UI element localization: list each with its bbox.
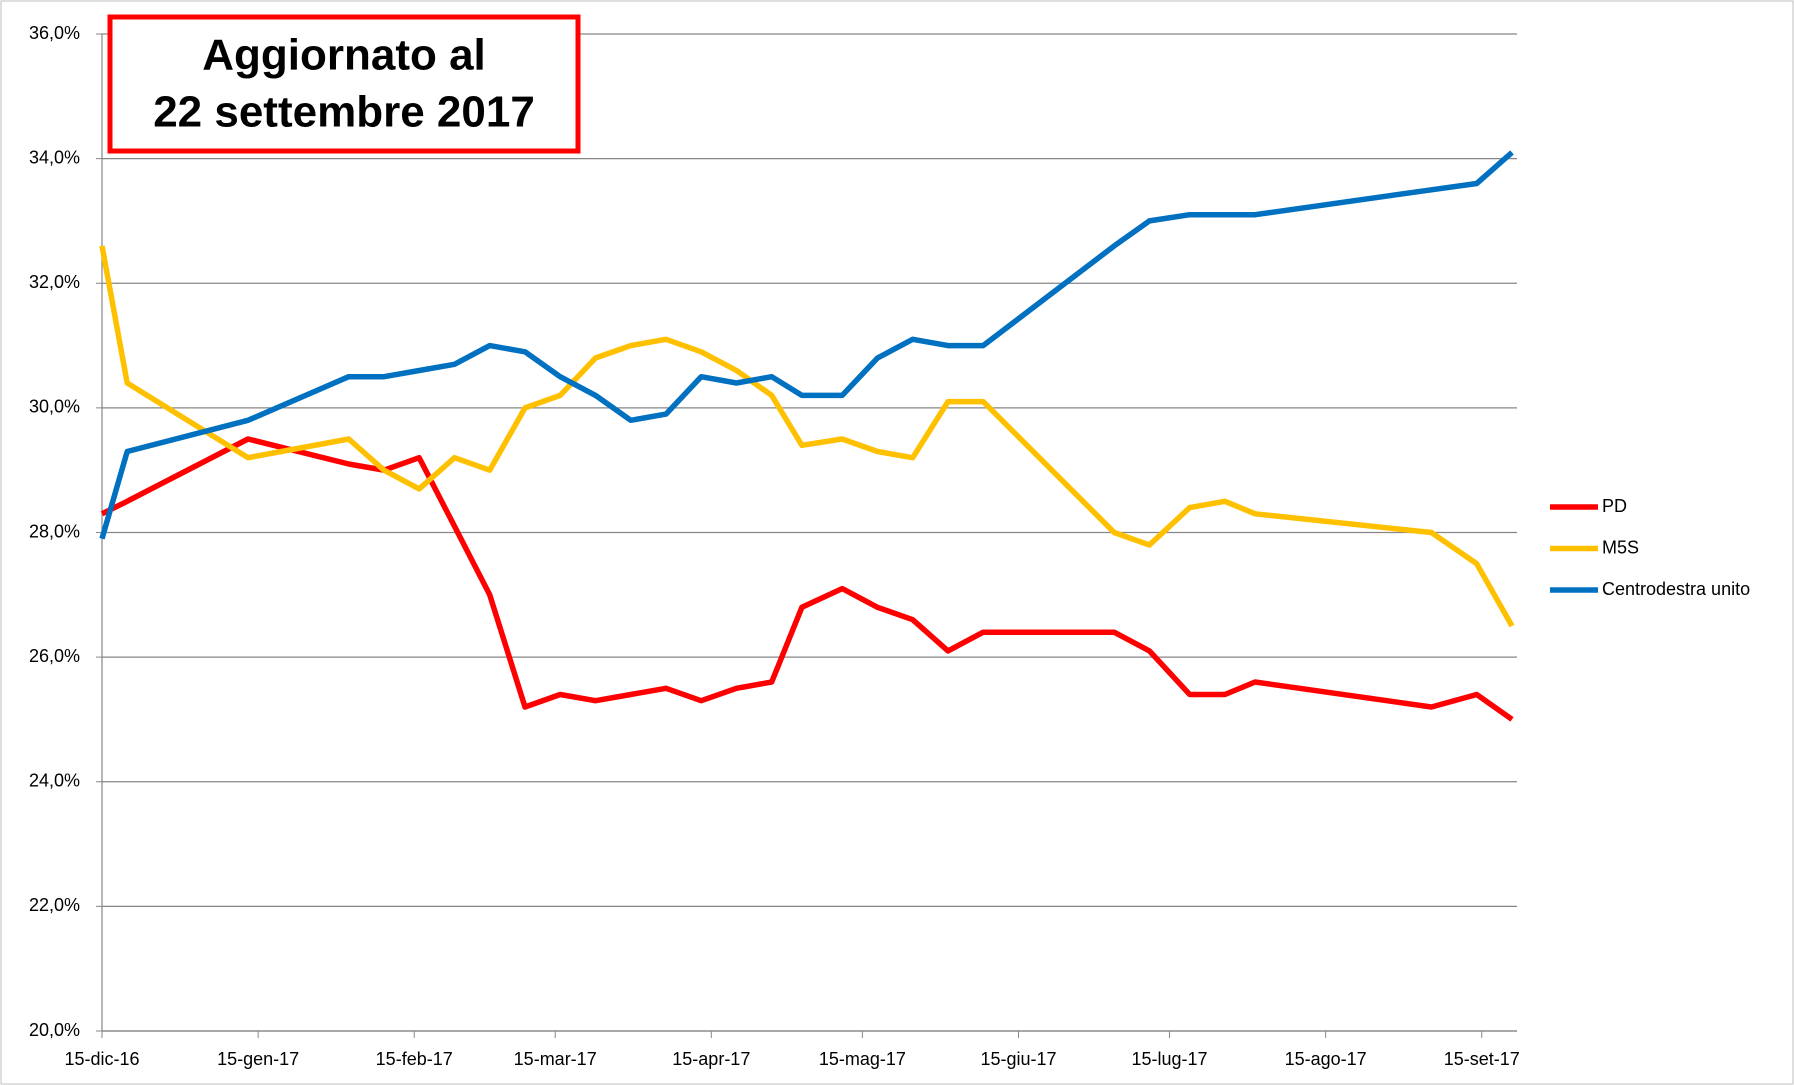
x-tick-label: 15-set-17: [1444, 1049, 1520, 1069]
annotation: 22 settembre 2017: [153, 88, 535, 137]
x-tick-label: 15-dic-16: [64, 1049, 139, 1069]
x-tick-label: 15-apr-17: [672, 1049, 750, 1069]
y-tick-label: 20,0%: [29, 1020, 80, 1040]
y-tick-label: 30,0%: [29, 397, 80, 417]
y-tick-label: 22,0%: [29, 895, 80, 915]
x-tick-label: 15-lug-17: [1132, 1049, 1208, 1069]
y-tick-label: 36,0%: [29, 23, 80, 43]
x-tick-label: 15-feb-17: [376, 1049, 453, 1069]
x-tick-label: 15-mar-17: [514, 1049, 597, 1069]
x-tick-label: 15-ago-17: [1285, 1049, 1367, 1069]
annotation-box: [107, 14, 581, 154]
y-tick-label: 24,0%: [29, 771, 80, 791]
annotation: Aggiornato al: [202, 31, 486, 80]
line-series: [100, 436, 1514, 722]
line-series: [99, 245, 1515, 628]
x-tick-label: 15-giu-17: [980, 1049, 1056, 1069]
x-tick-label: 15-gen-17: [217, 1049, 299, 1069]
y-tick-label: 34,0%: [29, 147, 80, 167]
grid: [96, 33, 1517, 1038]
legend-label: PD: [1602, 496, 1627, 516]
y-tick-label: 26,0%: [29, 646, 80, 666]
y-tick-label: 28,0%: [29, 521, 80, 541]
x-tick-label: 15-mag-17: [819, 1049, 906, 1069]
lines: [99, 150, 1515, 722]
legend-label: Centrodestra unito: [1602, 579, 1750, 599]
line-series: [99, 150, 1514, 540]
y-tick-label: 32,0%: [29, 272, 80, 292]
legend-label: M5S: [1602, 537, 1639, 557]
